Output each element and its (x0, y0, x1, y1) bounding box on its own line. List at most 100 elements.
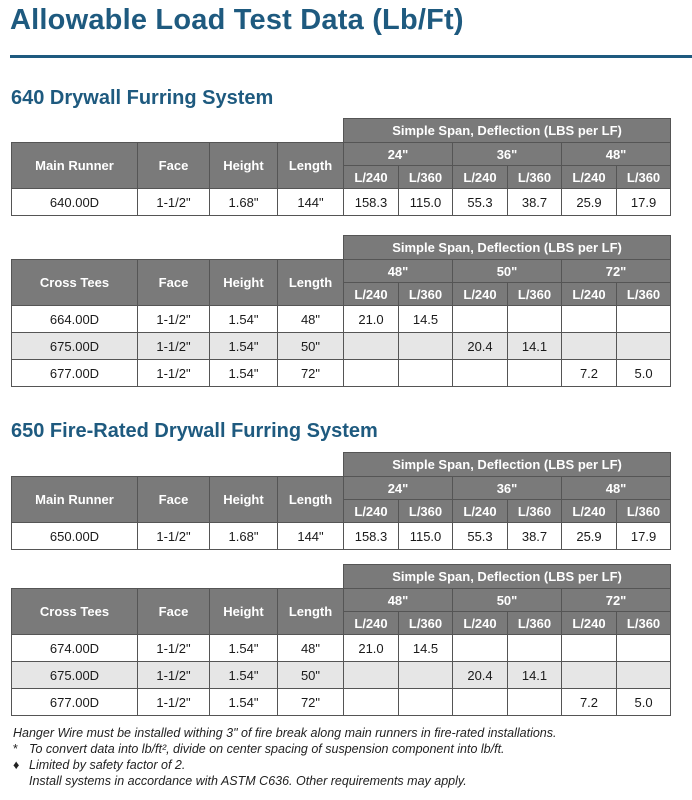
cell: 1-1/2" (137, 188, 210, 216)
cell: 1-1/2" (137, 634, 210, 662)
cell: 48" (277, 634, 344, 662)
cell (452, 634, 508, 662)
cell: 640.00D (11, 188, 138, 216)
span-length: 50" (452, 588, 562, 612)
deflection-header: L/240 (561, 611, 617, 635)
cell: 144" (277, 522, 344, 550)
cell: 14.5 (398, 305, 453, 333)
span-length: 48" (560, 142, 672, 166)
cell (561, 305, 617, 333)
cell: 1.54" (209, 688, 278, 716)
col-header-length: Length (277, 142, 344, 189)
span-length: 36" (452, 476, 562, 500)
cell: 21.0 (343, 305, 399, 333)
deflection-header: L/240 (452, 282, 508, 306)
cell: 677.00D (11, 688, 138, 716)
deflection-header: L/240 (561, 165, 617, 189)
table-650-cross-tees: Simple Span, Deflection (LBS per LF) Cro… (11, 564, 672, 716)
cell: 5.0 (615, 688, 672, 716)
span-length: 72" (560, 259, 672, 283)
col-header-length: Length (277, 476, 344, 523)
table-row: 675.00D 1-1/2" 1.54" 50" 20.4 14.1 (11, 332, 672, 360)
cell (507, 359, 562, 387)
deflection-header: L/360 (615, 499, 672, 523)
cell (561, 332, 617, 360)
table-row: 664.00D 1-1/2" 1.54" 48" 21.0 14.5 (11, 305, 672, 333)
deflection-header: L/360 (507, 611, 562, 635)
cell: 1-1/2" (137, 359, 210, 387)
cell: 158.3 (343, 522, 399, 550)
col-header-face: Face (137, 142, 210, 189)
span-length: 48" (343, 259, 453, 283)
cell: 115.0 (398, 188, 453, 216)
diamond-icon: ♦ (13, 758, 20, 772)
cell: 1-1/2" (137, 661, 210, 689)
table-640-main-runner: Simple Span, Deflection (LBS per LF) Mai… (11, 118, 672, 216)
span-length: 24" (343, 142, 453, 166)
deflection-header: L/360 (398, 165, 453, 189)
note-astm: Install systems in accordance with ASTM … (29, 774, 467, 788)
col-header-face: Face (137, 588, 210, 635)
cell (615, 305, 672, 333)
cell (343, 661, 399, 689)
cell: 158.3 (343, 188, 399, 216)
cell (343, 332, 399, 360)
cell: 650.00D (11, 522, 138, 550)
cell (398, 332, 453, 360)
col-header-height: Height (209, 588, 278, 635)
deflection-header: L/360 (615, 165, 672, 189)
note-hanger-wire: Hanger Wire must be installed withing 3"… (13, 726, 557, 740)
cell (561, 634, 617, 662)
span-length: 48" (343, 588, 453, 612)
cell (615, 661, 672, 689)
asterisk-marker: * (13, 742, 18, 756)
table-row: 650.00D 1-1/2" 1.68" 144" 158.3 115.0 55… (11, 522, 672, 550)
cell: 55.3 (452, 522, 508, 550)
col-header-product: Cross Tees (11, 588, 138, 635)
cell (507, 634, 562, 662)
cell: 17.9 (615, 188, 672, 216)
cell (615, 634, 672, 662)
table-650-main-runner: Simple Span, Deflection (LBS per LF) Mai… (11, 452, 672, 550)
col-header-height: Height (209, 259, 278, 306)
table-row: 677.00D 1-1/2" 1.54" 72" 7.2 5.0 (11, 688, 672, 716)
col-header-product: Main Runner (11, 476, 138, 523)
cell: 14.1 (507, 332, 562, 360)
span-header: Simple Span, Deflection (LBS per LF) (342, 564, 672, 589)
cell: 48" (277, 305, 344, 333)
span-length: 48" (560, 476, 672, 500)
cell (398, 688, 453, 716)
cell (398, 359, 453, 387)
span-header: Simple Span, Deflection (LBS per LF) (342, 118, 672, 143)
col-header-length: Length (277, 259, 344, 306)
span-length: 50" (452, 259, 562, 283)
cell: 1.54" (209, 634, 278, 662)
col-header-face: Face (137, 259, 210, 306)
cell: 664.00D (11, 305, 138, 333)
cell: 1.54" (209, 359, 278, 387)
section-title-640: 640 Drywall Furring System (11, 87, 274, 109)
deflection-header: L/360 (615, 282, 672, 306)
deflection-header: L/240 (561, 282, 617, 306)
col-header-height: Height (209, 142, 278, 189)
section-title-650: 650 Fire-Rated Drywall Furring System (11, 420, 378, 442)
cell: 55.3 (452, 188, 508, 216)
deflection-header: L/360 (507, 165, 562, 189)
title-rule (10, 55, 692, 58)
page-title: Allowable Load Test Data (Lb/Ft) (10, 4, 464, 36)
cell: 675.00D (11, 332, 138, 360)
table-row: 677.00D 1-1/2" 1.54" 72" 7.2 5.0 (11, 359, 672, 387)
cell (343, 359, 399, 387)
span-length: 36" (452, 142, 562, 166)
cell (343, 688, 399, 716)
table-row: 675.00D 1-1/2" 1.54" 50" 20.4 14.1 (11, 661, 672, 689)
deflection-header: L/360 (507, 282, 562, 306)
span-length: 72" (560, 588, 672, 612)
cell: 50" (277, 661, 344, 689)
cell: 25.9 (561, 188, 617, 216)
cell: 38.7 (507, 188, 562, 216)
cell: 115.0 (398, 522, 453, 550)
cell: 1.68" (209, 522, 278, 550)
cell: 72" (277, 688, 344, 716)
deflection-header: L/240 (452, 165, 508, 189)
